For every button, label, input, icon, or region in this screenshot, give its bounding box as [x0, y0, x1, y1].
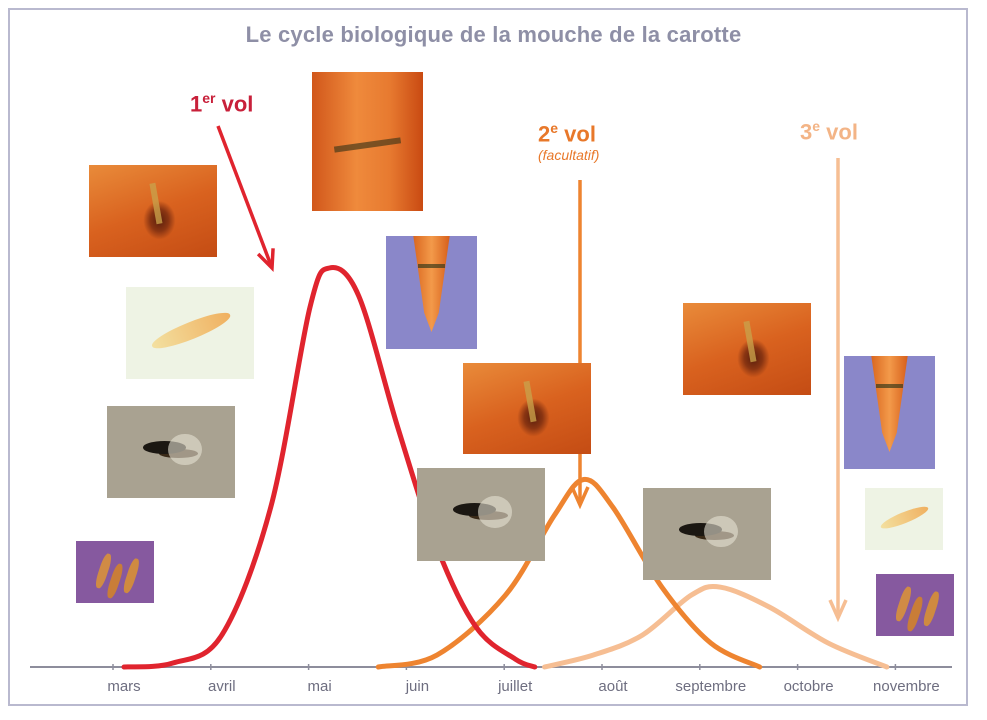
- x-tick-label: juin: [405, 678, 429, 695]
- arrow-vol1-head: [256, 248, 275, 273]
- photo-carrot-damage: [463, 363, 591, 454]
- photo-fly: [643, 488, 771, 580]
- series-line-vol2: [375, 476, 763, 670]
- series-line-vol1: [121, 265, 538, 670]
- arrow-vol1: [216, 125, 274, 269]
- arrow-vol3-head: [828, 599, 848, 623]
- photo-eggs: [876, 574, 954, 636]
- x-tick-label: octobre: [784, 678, 834, 695]
- label-vol2: 2e vol (facultatif): [538, 120, 600, 164]
- photo-carrot-damage: [89, 165, 217, 257]
- x-tick-label: avril: [208, 678, 236, 695]
- photo-carrot-damage: [683, 303, 811, 395]
- photo-fly: [107, 406, 235, 498]
- photo-fly: [417, 468, 545, 561]
- photo-carrot-tip: [386, 236, 477, 349]
- photo-carrot-tip: [844, 356, 935, 469]
- x-tick-label: août: [598, 678, 628, 695]
- label-vol3: 3e vol: [800, 118, 858, 145]
- photo-eggs: [76, 541, 154, 603]
- chart-title: Le cycle biologique de la mouche de la c…: [245, 22, 742, 47]
- series-line-vol3: [542, 583, 890, 670]
- photo-carrot-body: [312, 72, 423, 211]
- x-tick-label: juillet: [497, 678, 533, 695]
- label-vol2-note: (facultatif): [538, 147, 600, 164]
- photo-larva: [126, 287, 254, 379]
- label-vol1: 1er vol: [190, 90, 254, 117]
- x-tick-label: mai: [308, 678, 332, 695]
- x-tick-label: novembre: [873, 678, 940, 695]
- photo-larva: [865, 488, 943, 550]
- x-tick-label: mars: [107, 678, 140, 695]
- arrow-vol2-head: [570, 486, 590, 510]
- x-tick-label: septembre: [675, 678, 746, 695]
